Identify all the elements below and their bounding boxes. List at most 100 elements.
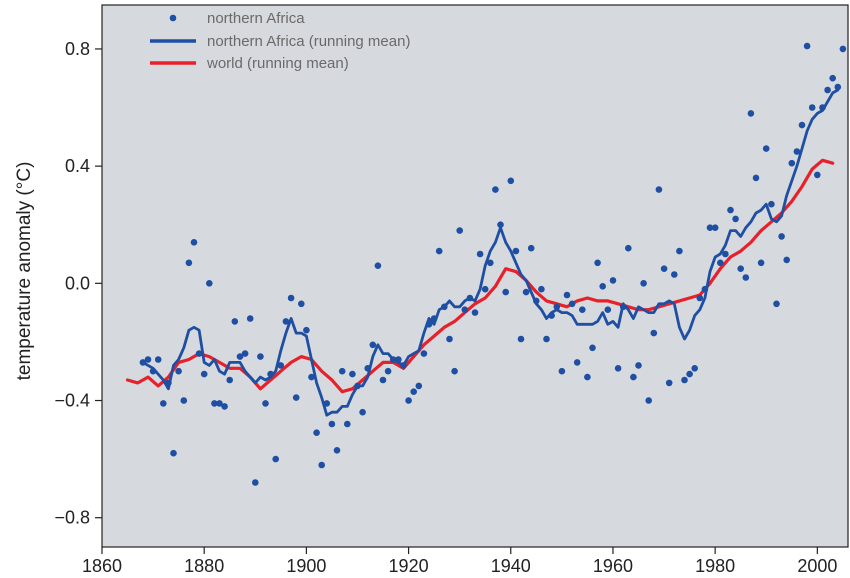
- data-point: [487, 259, 494, 267]
- data-point: [364, 365, 372, 372]
- data-point: [400, 362, 407, 369]
- data-point: [338, 367, 346, 375]
- data-point: [221, 403, 228, 410]
- data-point: [272, 455, 280, 463]
- y-tick-label: −0.4: [54, 391, 90, 411]
- data-point: [471, 309, 479, 316]
- data-point: [466, 294, 474, 302]
- data-point: [216, 400, 223, 407]
- data-point: [211, 400, 218, 407]
- data-point: [691, 365, 698, 372]
- data-point: [369, 341, 377, 349]
- data-point: [573, 359, 581, 366]
- legend-label-northern-africa: northern Africa: [207, 10, 305, 27]
- data-point: [252, 479, 259, 486]
- data-point: [839, 45, 847, 53]
- data-point: [149, 367, 157, 375]
- data-point: [384, 367, 392, 375]
- data-point: [226, 376, 233, 384]
- data-point: [425, 321, 433, 328]
- data-point: [737, 265, 744, 273]
- plot-background: [102, 5, 848, 547]
- x-tick-label: 1920: [389, 556, 429, 576]
- data-point: [395, 356, 402, 363]
- data-point: [241, 350, 249, 357]
- data-point: [389, 356, 397, 363]
- data-point: [354, 382, 361, 390]
- data-point: [246, 315, 254, 322]
- data-point: [522, 288, 530, 296]
- data-point: [717, 259, 724, 267]
- data-point: [630, 373, 637, 381]
- data-point: [655, 186, 663, 193]
- data-point: [481, 285, 489, 293]
- data-point: [732, 215, 739, 223]
- data-point: [538, 285, 545, 293]
- y-tick-label: 0.0: [65, 273, 90, 293]
- data-point: [829, 74, 836, 82]
- northern-africa-running-mean-line: [141, 88, 840, 417]
- data-point: [533, 297, 540, 305]
- x-tick-label: 1880: [184, 556, 224, 576]
- data-point: [517, 335, 525, 343]
- data-point: [308, 373, 315, 381]
- data-point: [808, 104, 816, 111]
- data-point: [747, 110, 755, 117]
- data-point: [553, 303, 561, 311]
- data-point: [512, 247, 520, 255]
- data-point: [609, 277, 617, 284]
- data-point: [768, 200, 775, 208]
- data-point: [282, 318, 290, 325]
- data-point: [190, 239, 198, 246]
- data-point: [706, 224, 714, 231]
- data-point: [686, 370, 693, 378]
- data-point: [584, 373, 591, 381]
- data-point: [548, 312, 555, 319]
- data-point: [323, 400, 331, 407]
- data-point: [333, 447, 341, 454]
- data-point: [456, 227, 464, 234]
- y-axis-title: temperature anomaly (°C): [14, 162, 35, 381]
- data-point: [635, 362, 642, 369]
- data-point: [793, 148, 801, 155]
- data-point: [757, 259, 765, 267]
- data-point: [671, 271, 678, 278]
- data-point: [451, 367, 458, 375]
- data-point: [640, 280, 647, 287]
- data-point: [594, 259, 601, 267]
- data-point: [558, 367, 566, 375]
- data-point: [170, 449, 177, 457]
- data-point: [752, 174, 760, 182]
- data-point: [773, 300, 780, 308]
- data-point: [563, 291, 571, 299]
- data-point: [742, 274, 750, 281]
- data-point: [349, 370, 356, 378]
- x-tick-label: 1980: [695, 556, 735, 576]
- data-point: [287, 294, 295, 302]
- data-point: [430, 315, 438, 322]
- data-point: [262, 400, 269, 407]
- legend-label-world-running-mean: world (running mean): [206, 55, 349, 72]
- data-point: [819, 104, 826, 111]
- data-point: [665, 379, 673, 387]
- data-point: [195, 350, 203, 357]
- data-point: [206, 280, 213, 287]
- data-point: [344, 420, 351, 428]
- data-point: [625, 244, 632, 252]
- data-point: [139, 359, 147, 366]
- data-point: [798, 121, 806, 129]
- plot-frame: [101, 4, 849, 548]
- data-point: [328, 420, 336, 428]
- data-point: [497, 221, 504, 228]
- data-point: [727, 206, 734, 214]
- y-axis: 0.8 0.4 0.0 −0.4 −0.8: [54, 39, 102, 528]
- data-point: [543, 335, 550, 343]
- data-point: [374, 262, 382, 270]
- y-tick-label: −0.8: [54, 508, 90, 528]
- data-point: [681, 376, 688, 384]
- northern-africa-running-mean-path: [141, 88, 840, 417]
- data-point: [619, 303, 627, 311]
- x-tick-label: 2000: [797, 556, 837, 576]
- data-point: [318, 461, 326, 469]
